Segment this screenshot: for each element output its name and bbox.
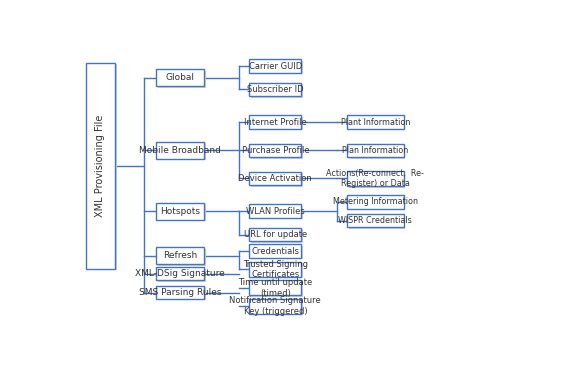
FancyBboxPatch shape	[158, 71, 206, 88]
FancyBboxPatch shape	[158, 269, 206, 282]
FancyBboxPatch shape	[349, 215, 406, 229]
FancyBboxPatch shape	[251, 263, 304, 278]
FancyBboxPatch shape	[158, 288, 206, 300]
FancyBboxPatch shape	[249, 280, 301, 295]
FancyBboxPatch shape	[156, 69, 204, 86]
FancyBboxPatch shape	[251, 61, 304, 74]
FancyBboxPatch shape	[249, 172, 301, 185]
FancyBboxPatch shape	[156, 142, 204, 159]
Text: XML-DSig Signature: XML-DSig Signature	[135, 269, 225, 278]
FancyBboxPatch shape	[249, 244, 301, 258]
Text: WISPR Credentials: WISPR Credentials	[338, 216, 412, 225]
FancyBboxPatch shape	[347, 115, 404, 129]
FancyBboxPatch shape	[158, 204, 206, 221]
Text: Global: Global	[165, 73, 195, 82]
FancyBboxPatch shape	[249, 83, 301, 96]
FancyBboxPatch shape	[249, 299, 301, 314]
Text: Mobile Broadband: Mobile Broadband	[139, 146, 221, 155]
FancyBboxPatch shape	[249, 143, 301, 157]
FancyBboxPatch shape	[249, 115, 301, 129]
FancyBboxPatch shape	[251, 206, 304, 219]
Text: Refresh: Refresh	[163, 251, 197, 260]
FancyBboxPatch shape	[87, 64, 117, 270]
Text: Notification Signature
Key (triggered): Notification Signature Key (triggered)	[230, 296, 321, 316]
FancyBboxPatch shape	[249, 59, 301, 73]
Text: Device Activation: Device Activation	[239, 174, 312, 183]
FancyBboxPatch shape	[347, 170, 404, 187]
Text: WLAN Profiles: WLAN Profiles	[246, 207, 305, 216]
FancyBboxPatch shape	[347, 143, 404, 157]
FancyBboxPatch shape	[249, 204, 301, 218]
Text: Internet Profile: Internet Profile	[244, 118, 306, 127]
FancyBboxPatch shape	[251, 117, 304, 130]
Text: Trusted Signing
Certificates: Trusted Signing Certificates	[243, 260, 308, 279]
Text: Purchase Profile: Purchase Profile	[241, 146, 309, 155]
FancyBboxPatch shape	[347, 195, 404, 209]
FancyBboxPatch shape	[156, 267, 204, 280]
Text: Time until update
(timed): Time until update (timed)	[239, 278, 312, 297]
FancyBboxPatch shape	[251, 300, 304, 315]
Text: URL for update: URL for update	[244, 230, 307, 239]
Text: Actions(Re-connect,  Re-
Register) or Data: Actions(Re-connect, Re- Register) or Dat…	[326, 169, 424, 188]
Text: Carrier GUID: Carrier GUID	[248, 62, 302, 70]
FancyBboxPatch shape	[349, 172, 406, 188]
FancyBboxPatch shape	[251, 246, 304, 259]
FancyBboxPatch shape	[158, 249, 206, 266]
FancyBboxPatch shape	[251, 282, 304, 297]
Text: Metering Information: Metering Information	[333, 197, 418, 206]
FancyBboxPatch shape	[251, 84, 304, 98]
Text: SMS Parsing Rules: SMS Parsing Rules	[139, 288, 222, 297]
FancyBboxPatch shape	[156, 247, 204, 264]
Text: Hotspots: Hotspots	[160, 207, 200, 216]
FancyBboxPatch shape	[156, 203, 204, 220]
Text: Plant Information: Plant Information	[340, 118, 410, 127]
FancyBboxPatch shape	[249, 262, 301, 277]
FancyBboxPatch shape	[349, 145, 406, 158]
FancyBboxPatch shape	[156, 286, 204, 299]
FancyBboxPatch shape	[86, 62, 115, 269]
FancyBboxPatch shape	[349, 117, 406, 130]
Text: Subscriber ID: Subscriber ID	[247, 85, 304, 94]
FancyBboxPatch shape	[349, 196, 406, 210]
FancyBboxPatch shape	[347, 214, 404, 227]
FancyBboxPatch shape	[249, 228, 301, 242]
FancyBboxPatch shape	[251, 173, 304, 187]
Text: Credentials: Credentials	[251, 247, 299, 255]
FancyBboxPatch shape	[251, 145, 304, 158]
Text: Plan Information: Plan Information	[342, 146, 408, 155]
Text: XML Provisioning File: XML Provisioning File	[96, 114, 105, 217]
FancyBboxPatch shape	[158, 143, 206, 160]
FancyBboxPatch shape	[251, 229, 304, 243]
